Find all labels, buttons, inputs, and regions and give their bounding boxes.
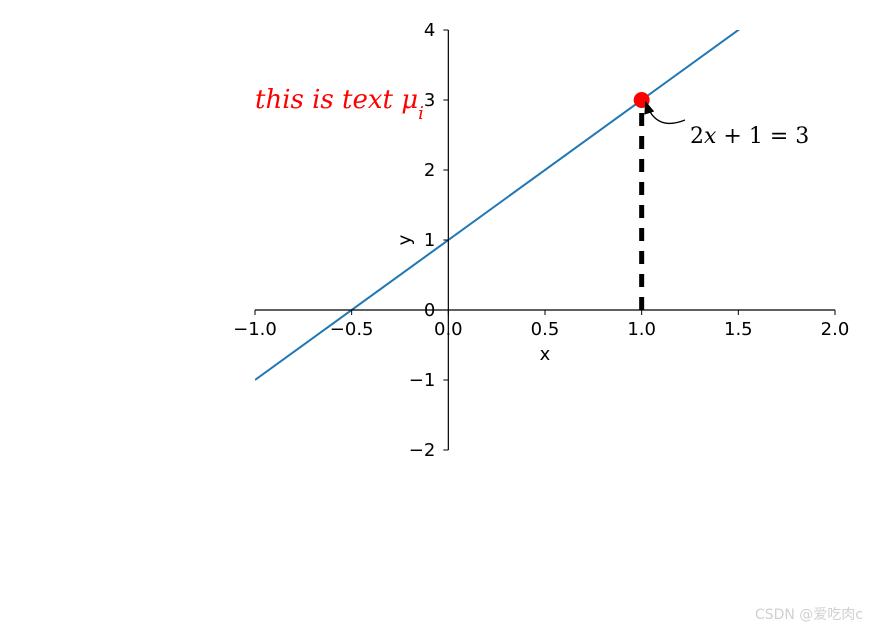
annotation-text: 2x + 1 = 3 bbox=[690, 124, 809, 149]
x-axis-label: x bbox=[540, 344, 551, 365]
x-tick-label: 2.0 bbox=[821, 319, 850, 340]
x-tick-label: 1.5 bbox=[724, 319, 753, 340]
watermark-text: CSDN @爱吃肉c bbox=[755, 604, 863, 624]
y-axis-label: y bbox=[394, 234, 415, 245]
x-tick-label: 1.0 bbox=[627, 319, 656, 340]
y-tick-label: 4 bbox=[424, 20, 435, 41]
y-tick-label: −1 bbox=[409, 370, 436, 391]
y-tick-label: 1 bbox=[424, 230, 435, 251]
y-tick-label: 3 bbox=[424, 90, 435, 111]
line-chart: −1.0 −0.5 0.0 0.5 1.0 1.5 2.0 −2 −1 0 1 2 3 4 x y this i… bbox=[0, 0, 873, 630]
x-tick-label: −0.5 bbox=[330, 319, 374, 340]
chart-container: −1.0 −0.5 0.0 0.5 1.0 1.5 2.0 −2 −1 0 1 2 3 4 x y this i… bbox=[0, 0, 873, 630]
y-tick-label: 0 bbox=[424, 300, 435, 321]
y-tick-label: −2 bbox=[409, 440, 436, 461]
annotation-arrow bbox=[646, 102, 685, 123]
overlay-text: this is text μi bbox=[255, 85, 424, 124]
x-tick-label: 0.5 bbox=[531, 319, 560, 340]
y-tick-label: 2 bbox=[424, 160, 435, 181]
x-tick-label: 0.0 bbox=[434, 319, 463, 340]
x-tick-label: −1.0 bbox=[233, 319, 277, 340]
